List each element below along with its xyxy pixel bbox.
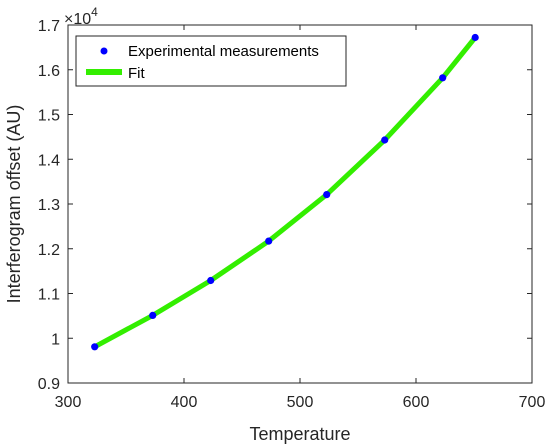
y-multiplier-exponent: 4 xyxy=(91,5,98,19)
y-tick-label: 1.3 xyxy=(38,197,60,214)
data-point xyxy=(381,136,389,144)
legend-label-experimental: Experimental measurements xyxy=(128,43,319,60)
y-axis-ticks: 0.9 1 1.1 1.2 1.3 1.4 1.5 1.6 1.7 xyxy=(38,18,532,393)
y-tick-label: 1.1 xyxy=(38,287,60,304)
legend: Experimental measurements Fit xyxy=(75,35,347,87)
x-tick-label: 700 xyxy=(519,394,546,411)
legend-box xyxy=(75,35,347,87)
y-tick-label: 1.4 xyxy=(38,152,60,169)
data-point xyxy=(471,33,479,42)
data-point xyxy=(207,276,215,285)
x-tick-label: 600 xyxy=(403,394,430,411)
y-multiplier-base: 10 xyxy=(73,11,91,28)
data-point xyxy=(265,237,273,245)
y-multiplier-times: × xyxy=(64,11,73,28)
y-tick-label: 1.6 xyxy=(38,63,60,80)
data-point xyxy=(149,311,157,319)
y-tick-label: 1 xyxy=(51,331,60,348)
y-axis-label: Interferogram offset (AU) xyxy=(4,105,24,304)
x-axis-ticks: 300 400 500 600 700 xyxy=(55,25,546,411)
y-tick-label: 1.2 xyxy=(38,242,60,259)
x-axis-label: Temperature xyxy=(249,424,350,444)
x-tick-label: 500 xyxy=(287,394,314,411)
data-point xyxy=(323,191,331,199)
marker-layer xyxy=(91,33,479,351)
data-point xyxy=(439,74,447,82)
y-tick-label: 0.9 xyxy=(38,376,60,393)
fit-layer xyxy=(93,35,478,349)
legend-marker-experimental xyxy=(100,47,108,55)
data-point xyxy=(91,343,99,351)
fit-line xyxy=(93,35,478,349)
x-tick-label: 400 xyxy=(171,394,198,411)
y-tick-label: 1.7 xyxy=(38,18,60,35)
y-axis-multiplier: ×104 xyxy=(64,5,98,28)
legend-label-fit: Fit xyxy=(128,65,145,82)
y-tick-label: 1.5 xyxy=(38,108,60,125)
x-tick-label: 300 xyxy=(55,394,82,411)
